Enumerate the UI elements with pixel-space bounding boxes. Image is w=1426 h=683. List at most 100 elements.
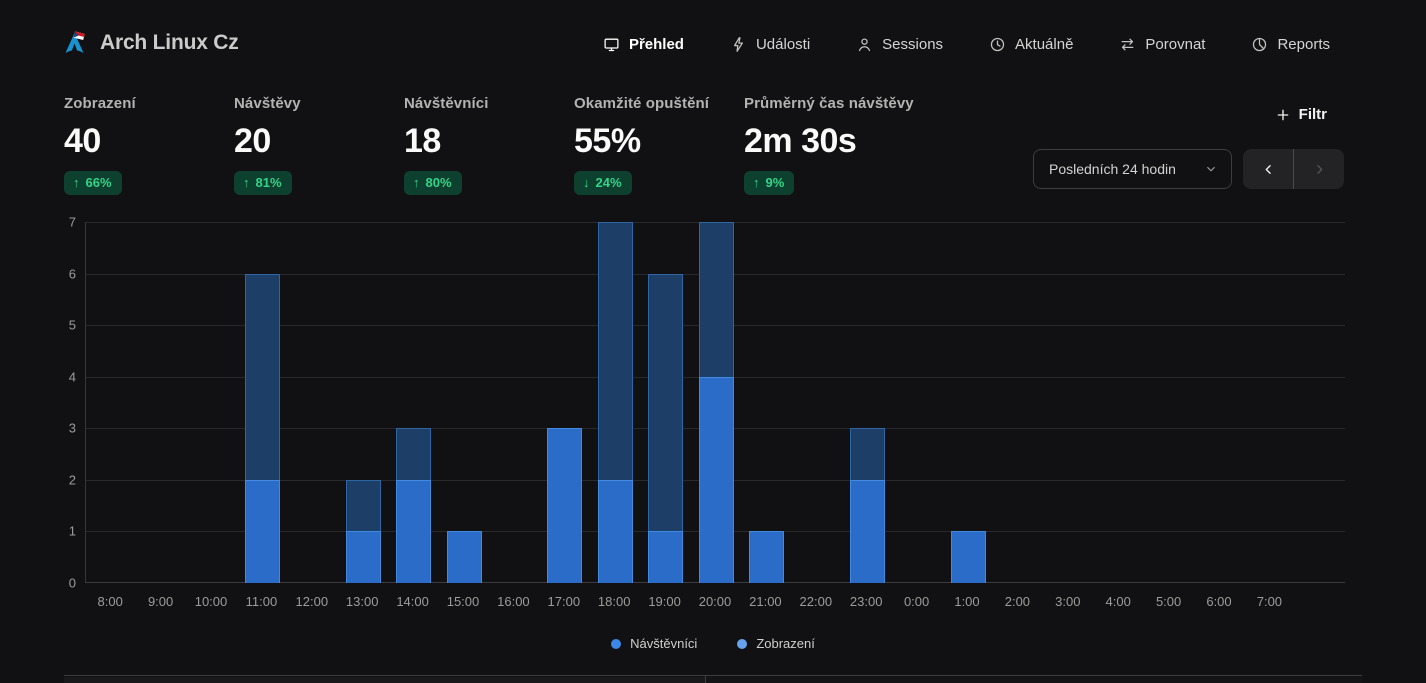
header: Arch Linux Cz Přehled Události Sessions … [0,0,1426,88]
y-axis-label: 4 [68,369,76,385]
bar-navstevnici [648,531,684,583]
chart-y-axis: 0 1 2 3 4 5 6 7 [0,215,76,591]
x-axis-label: 8:00 [97,594,123,609]
legend-item-zobrazeni[interactable]: Zobrazení [737,636,815,651]
nav-item-prehled[interactable]: Přehled [603,36,684,53]
compare-arrows-icon [1119,36,1136,53]
y-axis-label: 1 [68,523,76,539]
bar-navstevnici [244,480,280,583]
chart-x-axis: 8:00 9:00 10:00 11:00 12:00 13:00 14:00 15:00 16… [85,594,1345,612]
x-axis-label: 12:00 [295,594,329,609]
legend-item-navstevnici[interactable]: Návštěvníci [611,636,697,651]
legend-label: Zobrazení [756,636,815,651]
filter-label: Filtr [1298,106,1327,123]
stat-change-badge: ↑ 81% [234,171,292,195]
stat-zobrazeni: Zobrazení 40 ↑ 66% [64,95,230,195]
arrow-up-icon: ↑ [73,175,80,190]
y-axis-label: 7 [68,214,76,230]
x-axis-label: 2:00 [1004,594,1031,609]
bottom-divider [64,675,1362,676]
stat-value: 55% [574,122,641,160]
user-icon [856,36,873,53]
x-axis-label: 18:00 [597,594,631,609]
bar-navstevnici [849,480,885,583]
x-axis-label: 6:00 [1206,594,1232,609]
pager-divider [1293,149,1294,189]
y-axis-label: 2 [68,472,76,488]
stat-change-badge: ↓ 24% [574,171,632,195]
y-axis-label: 3 [68,420,76,436]
bar-navstevnici [547,428,583,583]
y-axis-label: 5 [68,317,76,333]
monitor-icon [603,36,620,53]
x-axis-label: 21:00 [749,594,782,609]
stat-okamzite-opusteni: Okamžité opuštění 55% ↓ 24% [574,95,740,195]
bar-navstevnici [597,480,633,583]
nav-label: Reports [1277,35,1330,53]
x-axis-label: 22:00 [799,594,833,609]
chart-legend: Návštěvníci Zobrazení [0,636,1426,651]
legend-dot-navstevnici [611,638,622,649]
y-axis-label: 0 [68,575,76,591]
stat-value: 2m 30s [744,122,857,160]
nav-item-sessions[interactable]: Sessions [856,36,943,53]
x-axis-label: 3:00 [1055,594,1081,609]
stat-label: Návštěvníci [404,95,489,112]
brand[interactable]: Arch Linux Cz [62,30,239,56]
x-axis-label: 1:00 [954,594,980,609]
plus-icon [1275,107,1291,123]
stat-value: 18 [404,122,441,160]
nav-label: Sessions [882,35,944,53]
stat-navstevy: Návštěvy 20 ↑ 81% [234,95,400,195]
legend-label: Návštěvníci [630,636,698,651]
x-axis-label: 11:00 [245,594,278,609]
stat-label: Okamžité opuštění [574,95,710,112]
nav-item-aktualne[interactable]: Aktuálně [989,36,1073,53]
y-axis-label: 6 [68,266,76,282]
nav-item-udalosti[interactable]: Události [730,36,810,53]
bar-navstevnici [446,531,482,583]
date-pager [1243,149,1344,189]
bottom-left-panel-edge [64,677,705,683]
arrow-up-icon: ↑ [413,175,420,190]
nav-label: Porovnat [1145,35,1206,53]
legend-dot-zobrazeni [737,638,748,649]
date-range-value: Posledních 24 hodin [1049,161,1176,177]
x-axis-label: 14:00 [396,594,429,609]
nav-item-reports[interactable]: Reports [1251,36,1330,53]
x-axis-label: 13:00 [345,594,379,609]
clock-icon [989,36,1006,53]
previous-period-button[interactable] [1243,149,1293,189]
stat-navstevnici: Návštěvníci 18 ↑ 80% [404,95,570,195]
stat-change: 24% [595,175,622,190]
top-nav: Přehled Události Sessions Aktuálně Porov… [603,30,1330,58]
arrow-up-icon: ↑ [753,175,760,190]
arrow-down-icon: ↓ [583,175,590,190]
stat-label: Průměrný čas návštěvy [744,95,914,112]
bar-navstevnici [698,377,734,583]
filter-button[interactable]: Filtr [1275,106,1327,123]
stat-prumerny-cas: Průměrný čas návštěvy 2m 30s ↑ 9% [744,95,914,195]
nav-label: Události [755,35,811,53]
x-axis-label: 19:00 [648,594,681,609]
stat-change-badge: ↑ 66% [64,171,122,195]
stat-change-badge: ↑ 80% [404,171,462,195]
stat-value: 40 [64,122,101,160]
x-axis-label: 15:00 [446,594,480,609]
date-range-selector[interactable]: Posledních 24 hodin [1033,149,1232,189]
x-axis-label: 20:00 [698,594,732,609]
nav-label: Přehled [628,35,684,53]
pie-chart-icon [1251,36,1268,53]
next-period-button[interactable] [1294,149,1344,189]
x-axis-label: 17:00 [547,594,581,609]
x-axis-label: 23:00 [849,594,883,609]
nav-item-porovnat[interactable]: Porovnat [1119,36,1205,53]
stat-change: 81% [255,175,282,190]
bar-navstevnici [748,531,784,583]
lightning-icon [730,36,747,53]
stat-change: 80% [425,175,452,190]
bar-navstevnici [396,480,432,583]
arrow-up-icon: ↑ [243,175,250,190]
stat-label: Návštěvy [234,95,301,112]
